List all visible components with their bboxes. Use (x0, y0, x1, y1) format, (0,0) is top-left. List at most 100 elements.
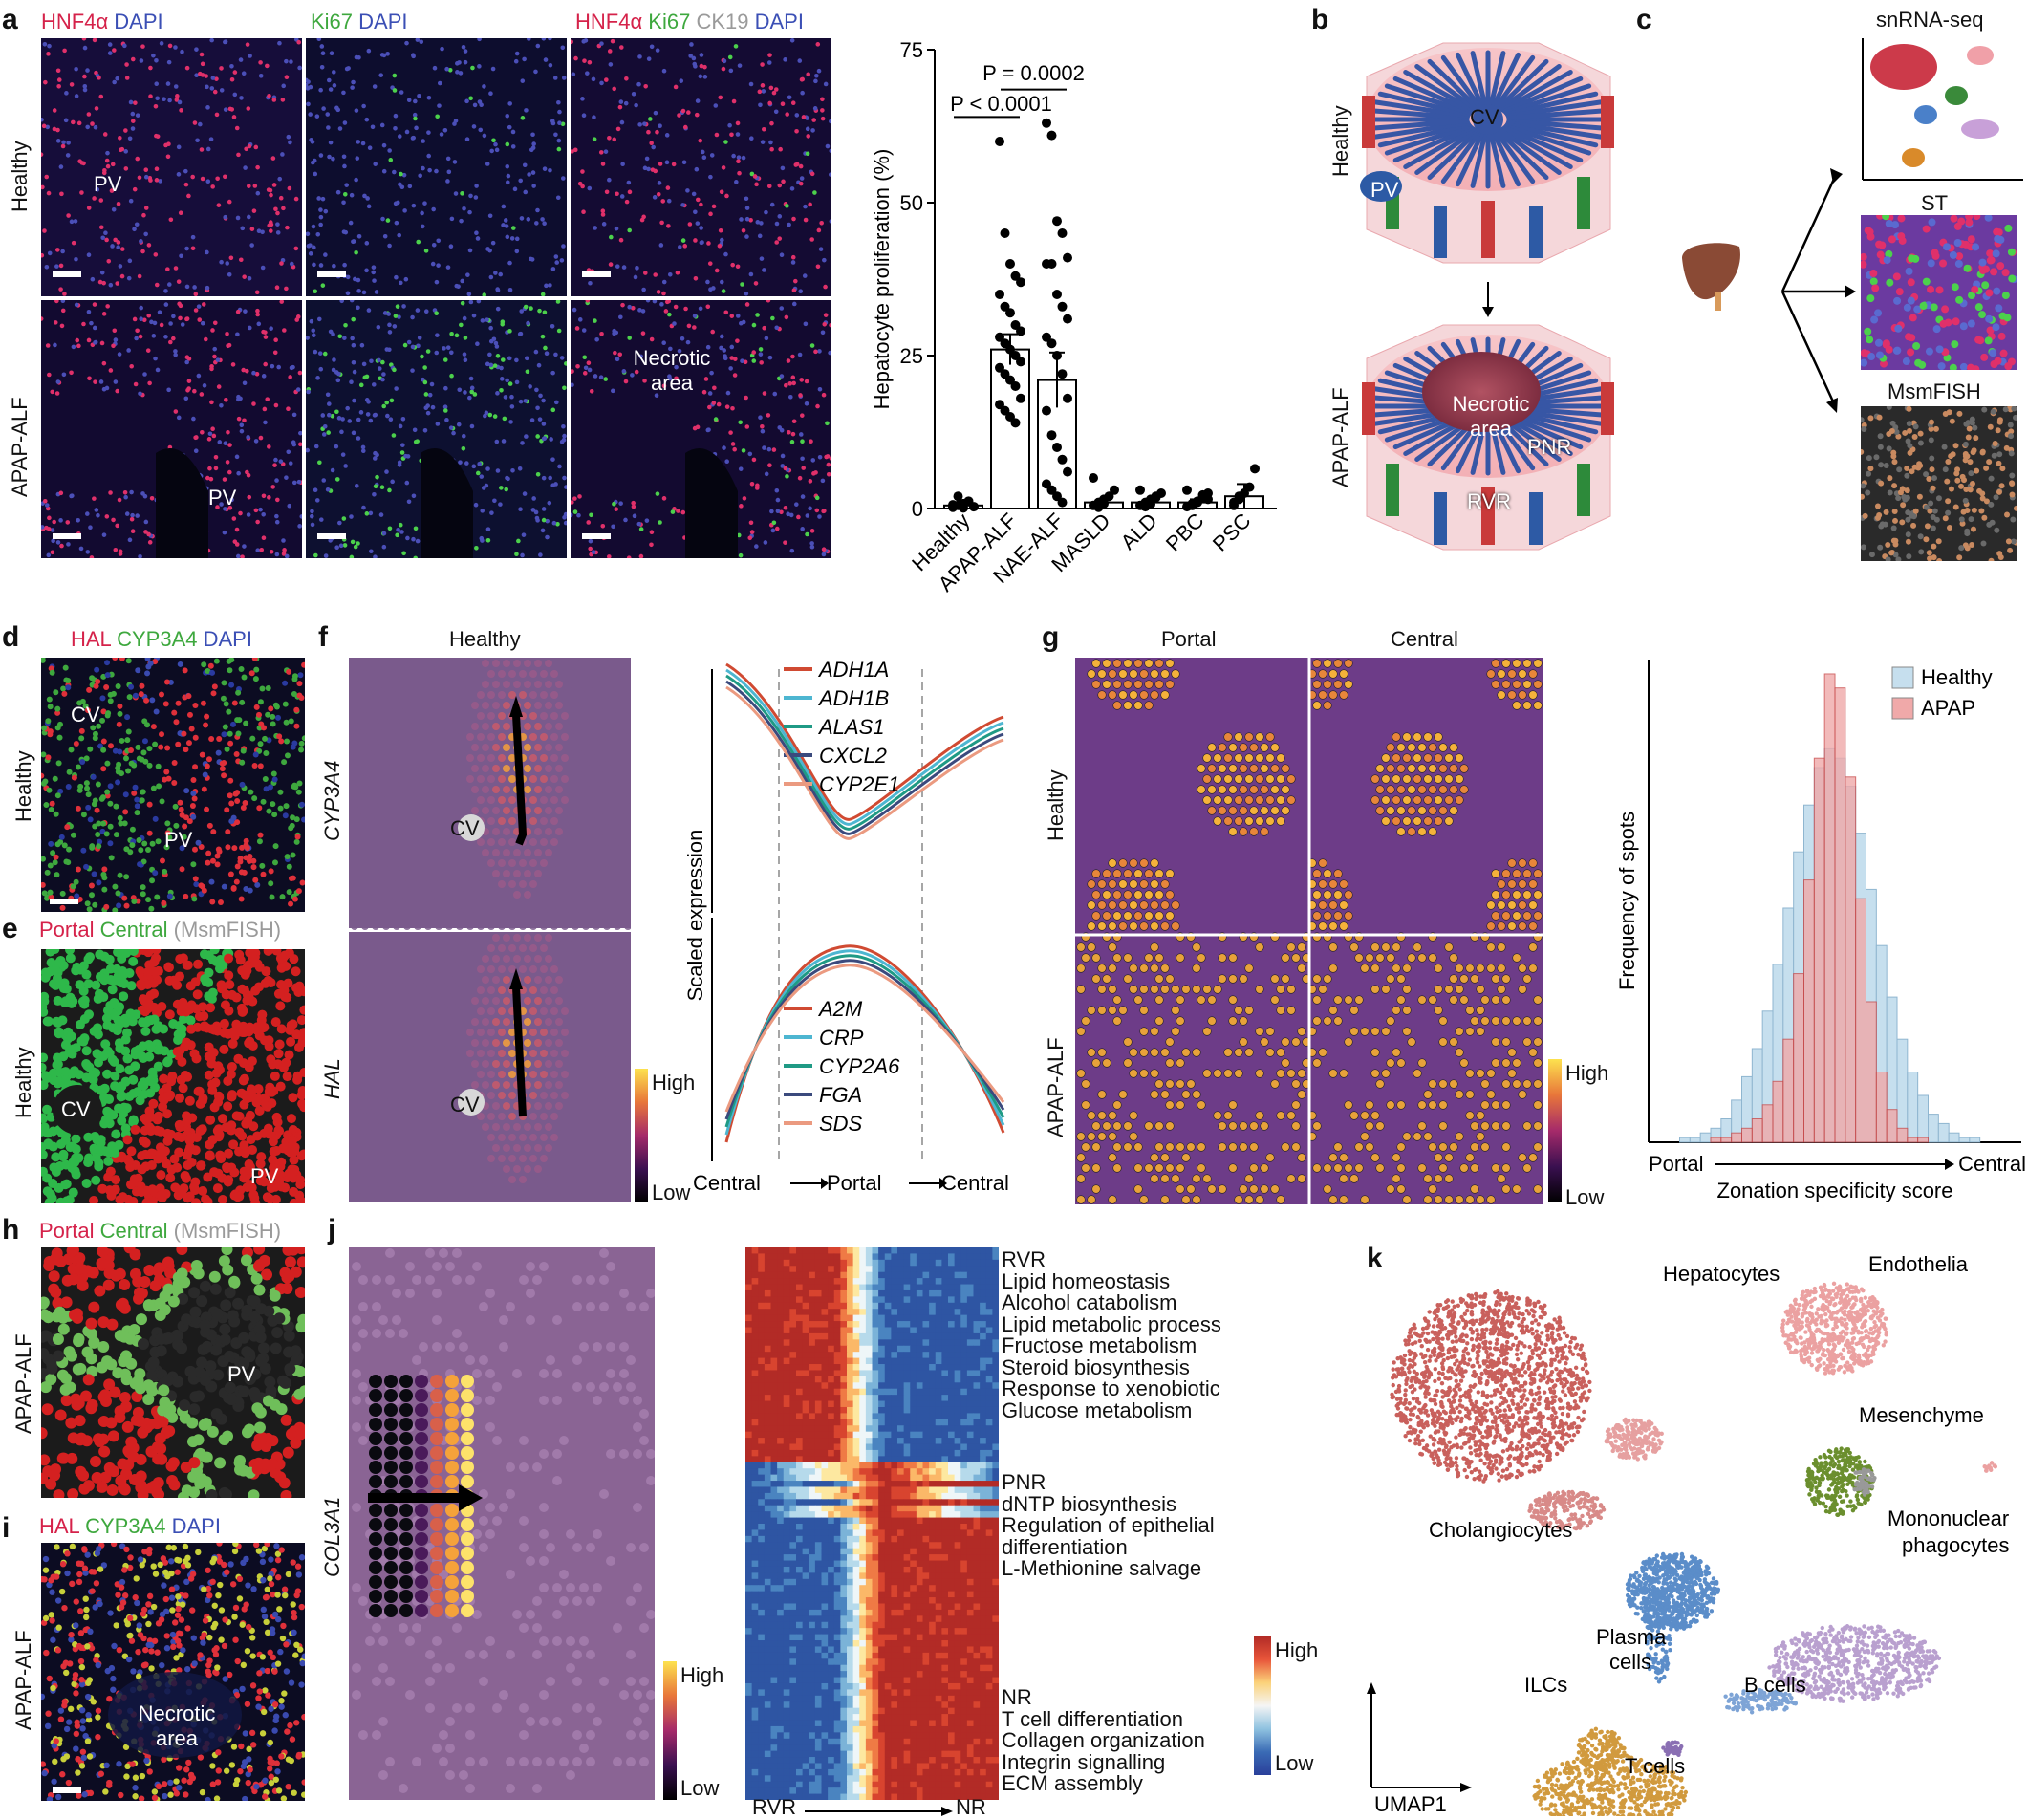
a-col2-stain-header: Ki67 DAPI (311, 10, 408, 34)
f-x-label: Portal (827, 1171, 881, 1195)
data-point (1099, 499, 1109, 509)
j-x-left: RVR (752, 1795, 796, 1820)
scale-bar (317, 533, 346, 539)
data-point (954, 491, 963, 501)
data-point (1058, 228, 1068, 238)
stain-label: DAPI (165, 1514, 220, 1538)
stain-label: HAL (71, 627, 111, 651)
data-point (1058, 455, 1068, 465)
f-gene-top-label: CYP3A4 (320, 761, 345, 841)
i-stain-header: HAL CYP3A4 DAPI (39, 1514, 221, 1539)
expression-line (726, 956, 1003, 1127)
stain-label: Portal (39, 918, 94, 942)
hist-bar-apap (1876, 1072, 1887, 1143)
g-high-label: High (1565, 1061, 1608, 1086)
data-point (1047, 131, 1057, 141)
cluster-endothelia (1780, 1282, 1888, 1376)
hist-bar-apap (1887, 1110, 1897, 1142)
panel-label-f: f (318, 621, 328, 654)
g-low-label: Low (1565, 1185, 1604, 1210)
i-necrotic-line2: area (124, 1726, 229, 1751)
data-point (1052, 443, 1062, 452)
umap-cluster-label: Mesenchyme (1859, 1403, 1984, 1427)
cluster-hepatocytes (1390, 1289, 1591, 1484)
hist-bar-healthy (1938, 1123, 1949, 1142)
data-point (1005, 259, 1015, 269)
data-point (1052, 216, 1062, 226)
expression-line (726, 951, 1003, 1135)
j-term: L-Methionine salvage (1002, 1556, 1201, 1581)
cluster-small-pink (1983, 1461, 1998, 1473)
data-point (995, 290, 1004, 299)
e-stain-header: Portal Central (MsmFISH) (39, 918, 281, 942)
hist-y-label: Frequency of spots (1615, 812, 1639, 990)
data-point (995, 137, 1004, 146)
hist-bar-healthy (1680, 1138, 1691, 1142)
stain-label: DAPI (748, 10, 803, 33)
x-tick-label: PBC (1161, 509, 1209, 556)
g-row1-label: Healthy (1044, 769, 1068, 841)
g-spatial-maps (1075, 658, 1543, 1204)
data-point (1047, 338, 1057, 348)
d-pv-label: PV (164, 828, 192, 853)
hist-bar-apap (1918, 1138, 1929, 1142)
panel-label-j: j (328, 1214, 335, 1246)
d-cv-label: CV (71, 703, 100, 727)
data-point (1110, 486, 1119, 495)
data-point (1089, 473, 1098, 483)
h-row-label: APAP-ALF (11, 1333, 36, 1434)
stain-label: (MsmFISH) (168, 918, 282, 942)
g-portal-header: Portal (1161, 627, 1216, 652)
g-row2-label: APAP-ALF (1044, 1037, 1068, 1138)
scale-bar (582, 271, 611, 277)
hist-bar-healthy (1929, 1115, 1939, 1142)
hist-bar-apap (1752, 1119, 1762, 1143)
stain-label: DAPI (353, 10, 407, 33)
hist-bar-apap (1814, 758, 1824, 1142)
c-st-image (1861, 215, 2017, 370)
stain-label: HNF4α (41, 10, 108, 33)
hist-x-right: Central (1958, 1152, 2026, 1176)
data-point (1016, 357, 1025, 366)
f-x-label: Central (693, 1171, 761, 1195)
umap-cluster-label: Hepatocytes (1663, 1262, 1780, 1286)
stain-label: Central (94, 918, 167, 942)
scale-bar (53, 533, 81, 539)
hist-bar-apap (1908, 1138, 1918, 1142)
f-colorbar (635, 1069, 648, 1202)
a-necrotic-line2: area (610, 371, 734, 396)
hist-bar-healthy (1918, 1095, 1929, 1142)
stain-label: DAPI (197, 627, 251, 651)
a-micrograph (41, 300, 302, 558)
a-col3-stain-header: HNF4α Ki67 CK19 DAPI (575, 10, 804, 34)
hist-bar-healthy (1959, 1138, 1970, 1142)
data-point (969, 502, 979, 511)
g-central-header: Central (1391, 627, 1458, 652)
hist-bar-apap (1773, 1081, 1783, 1142)
data-point (1152, 492, 1161, 502)
data-point (1001, 228, 1010, 238)
c-msmfish-image (1861, 406, 2017, 561)
h-stain-header: Portal Central (MsmFISH) (39, 1219, 281, 1244)
panel-label-d: d (2, 621, 19, 654)
umap-cluster-label: Cholangiocytes (1429, 1518, 1572, 1542)
e-pv-label: PV (250, 1164, 278, 1189)
e-cv-label: CV (61, 1097, 91, 1122)
data-point (1063, 394, 1072, 403)
data-point (1016, 394, 1025, 403)
b-apap-label: APAP-ALF (1328, 387, 1353, 488)
g-colorbar (1548, 1059, 1562, 1202)
gene-legend: ADH1B (817, 686, 889, 710)
umap-cluster-label: Endothelia (1868, 1252, 1969, 1276)
f-x-label: Central (941, 1171, 1008, 1195)
j-heat-colorbar (1254, 1636, 1271, 1775)
gene-legend: CYP2E1 (819, 772, 899, 796)
panel-label-b: b (1311, 4, 1328, 36)
liver-icon (1677, 239, 1744, 325)
umap1-label: UMAP1 (1374, 1792, 1447, 1816)
data-point (1063, 314, 1072, 324)
gene-legend: FGA (819, 1083, 862, 1107)
data-point (1011, 418, 1021, 427)
